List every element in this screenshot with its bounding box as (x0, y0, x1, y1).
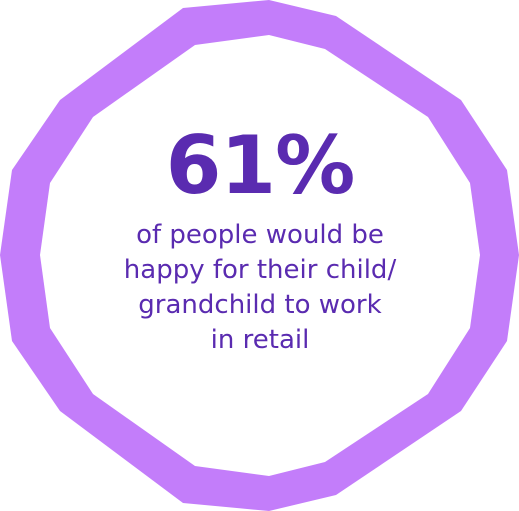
caption-line: grandchild to work (138, 290, 382, 320)
stat-value: 61% (165, 119, 355, 212)
stat-content: 61% of people would be happy for their c… (90, 118, 430, 358)
caption-line: happy for their child/ (123, 255, 397, 285)
caption-line: of people would be (136, 220, 384, 250)
caption-line: in retail (210, 325, 310, 355)
octagon-inner (40, 35, 480, 476)
stat-caption: of people would be happy for their child… (90, 218, 430, 358)
